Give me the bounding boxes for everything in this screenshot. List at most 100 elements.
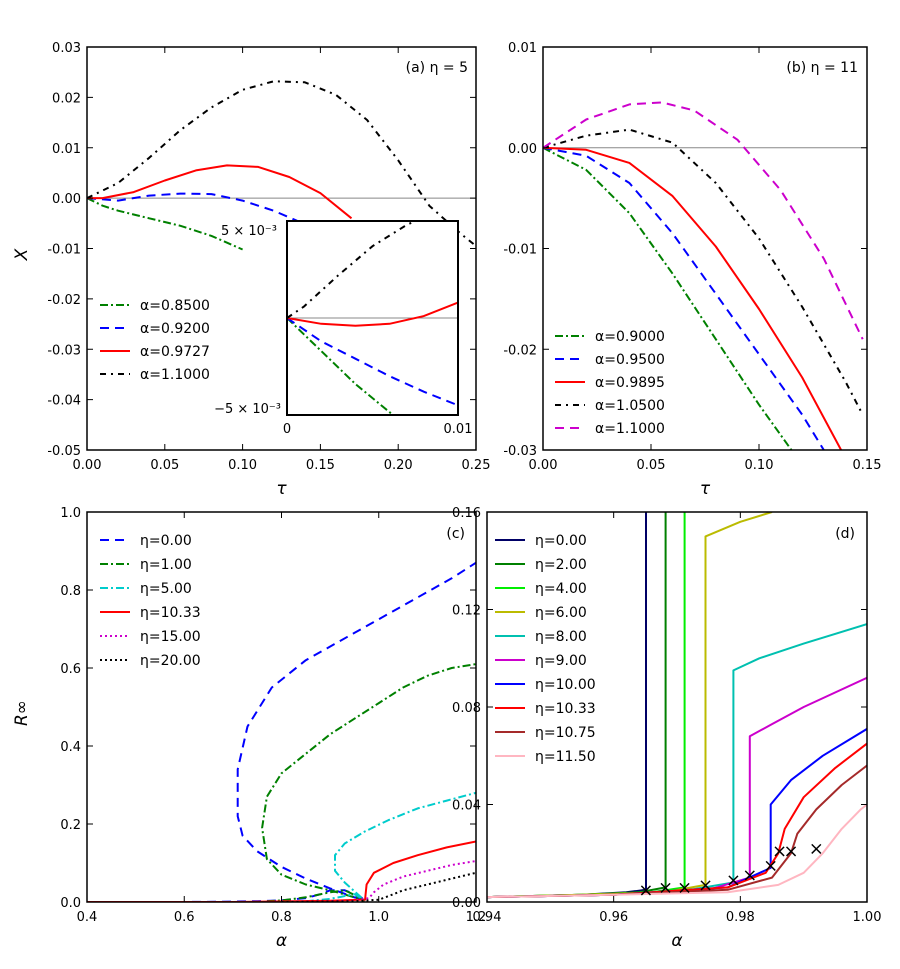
legend-entry: η=10.33 — [535, 701, 596, 717]
legend-entry: η=11.50 — [535, 749, 596, 765]
plot-area — [87, 561, 476, 902]
legend-entry: η=1.00 — [140, 557, 192, 573]
series-line-4 — [543, 101, 864, 340]
x-tick-label: 0.94 — [473, 910, 502, 925]
inset-frame — [286, 220, 459, 416]
legend-entry: η=6.00 — [535, 605, 587, 621]
x-tick-label: 0.15 — [306, 458, 335, 473]
data-marker: × — [726, 870, 741, 891]
legend-entry: η=20.00 — [140, 653, 201, 669]
panel-b: 0.00 0.05 0.10 0.15 -0.03 -0.02 -0.01 0.00 0.01 τ… — [503, 41, 881, 499]
inset-series-line-0 — [287, 317, 394, 415]
data-marker: × — [809, 838, 824, 859]
data-marker: × — [742, 865, 757, 886]
legend-entry: η=9.00 — [535, 653, 587, 669]
panel-d: × × × × × × ××× ×0.94 0.96 0.98 1.000.000.040.080.… — [452, 506, 881, 951]
panel-label: (c) — [446, 526, 465, 542]
y-tick-label: -0.05 — [47, 444, 81, 459]
series-line-1 — [261, 663, 476, 902]
y-tick-label: 0.03 — [52, 41, 81, 56]
x-axis-label: τ — [700, 479, 711, 499]
data-marker: × — [638, 880, 653, 901]
x-tick-label: 0.20 — [384, 458, 413, 473]
panel-c: 0.4 0.6 0.8 1.0 1.2 0.0 0.2 0.4 0.6 0.8 1.0 α R∞ (c) η… — [12, 506, 486, 951]
x-tick-label: 0.98 — [726, 910, 755, 925]
legend-entry: η=10.33 — [140, 605, 201, 621]
legend-entry: α=0.9727 — [140, 344, 210, 360]
x-tick-label: 0.05 — [150, 458, 179, 473]
data-marker: × — [658, 877, 673, 898]
legend-entry: η=10.00 — [535, 677, 596, 693]
legend-entry: η=10.75 — [535, 725, 596, 741]
x-tick-label: 0.25 — [462, 458, 491, 473]
x-tick-label: 0.15 — [853, 458, 882, 473]
y-tick-label: 1.0 — [60, 506, 81, 521]
y-tick-label: 0.02 — [52, 91, 81, 106]
x-axis-label: τ — [276, 479, 287, 499]
series-line-2 — [543, 146, 842, 450]
series-line-2 — [305, 791, 476, 902]
legend-entry: η=0.00 — [140, 533, 192, 549]
y-tick-label: 0.00 — [52, 192, 81, 207]
legend-entry: α=1.0500 — [595, 398, 665, 414]
y-tick-label: 0.6 — [60, 662, 81, 677]
inset-series-line-1 — [287, 317, 458, 407]
panel-label: (d) — [835, 526, 855, 542]
x-tick-label: 1.2 — [466, 910, 487, 925]
y-axis-label: R∞ — [12, 700, 32, 726]
series-line-3 — [487, 512, 773, 899]
series-line-2 — [87, 164, 353, 220]
x-tick-label: 0.00 — [529, 458, 558, 473]
x-tick-label: 1.00 — [853, 910, 882, 925]
x-tick-label: 1.0 — [368, 910, 389, 925]
data-marker: × — [763, 855, 778, 876]
x-tick-label: 0.4 — [77, 910, 98, 925]
inset-series-line-2 — [287, 301, 458, 327]
y-tick-label: 0.01 — [508, 41, 537, 56]
y-tick-label: -0.02 — [503, 343, 537, 358]
legend-entry: η=15.00 — [140, 629, 201, 645]
legend-entry: α=0.8500 — [140, 298, 210, 314]
x-axis-label: α — [276, 931, 287, 951]
legend-entry: α=0.9000 — [595, 329, 665, 345]
plot-area: × × × × × × ××× × — [487, 512, 867, 901]
y-tick-label: 0.00 — [452, 896, 481, 911]
inset-panel: 0 0.01 5 × 10⁻³ −5 × 10⁻³ — [214, 220, 472, 437]
legend-entry: α=0.9895 — [595, 375, 665, 391]
y-tick-label: 0.4 — [60, 740, 81, 755]
legend-entry: η=8.00 — [535, 629, 587, 645]
x-tick-label: 0.10 — [228, 458, 257, 473]
panel-label: (a) η = 5 — [406, 60, 468, 76]
data-marker: × — [677, 877, 692, 898]
x-tick-label: 0.05 — [637, 458, 666, 473]
x-tick-label: 0.10 — [745, 458, 774, 473]
series-line-3 — [87, 80, 476, 247]
legend-entry: η=4.00 — [535, 581, 587, 597]
inset-x-tick-label: 0 — [283, 422, 291, 437]
y-tick-label: 0.04 — [452, 799, 481, 814]
series-line-1 — [543, 146, 825, 450]
plot-area — [543, 101, 864, 450]
data-marker: × — [783, 841, 798, 862]
legend-entry: η=0.00 — [535, 533, 587, 549]
data-marker: × — [772, 841, 787, 862]
y-tick-label: 0.16 — [452, 506, 481, 521]
data-marker: × — [698, 875, 713, 896]
y-tick-label: 0.01 — [52, 142, 81, 157]
panel-a: 0.00 0.05 0.10 0.15 0.20 0.25 -0.05 -0.04 -0.03 -… — [12, 41, 490, 499]
y-tick-label: 0.08 — [452, 701, 481, 716]
y-tick-label: 0.8 — [60, 584, 81, 599]
legend-entry: α=0.9500 — [595, 352, 665, 368]
x-axis-label: α — [671, 931, 682, 951]
y-axis-label: X — [12, 248, 32, 261]
y-tick-label: -0.02 — [47, 293, 81, 308]
legend-entry: η=5.00 — [140, 581, 192, 597]
series-line-1 — [87, 192, 298, 222]
panel-label: (b) η = 11 — [786, 60, 858, 76]
legend-entry: η=2.00 — [535, 557, 587, 573]
plot-area — [87, 80, 476, 251]
series-line-0 — [543, 146, 793, 450]
series-line-0 — [87, 197, 244, 251]
y-tick-label: -0.01 — [503, 243, 537, 258]
